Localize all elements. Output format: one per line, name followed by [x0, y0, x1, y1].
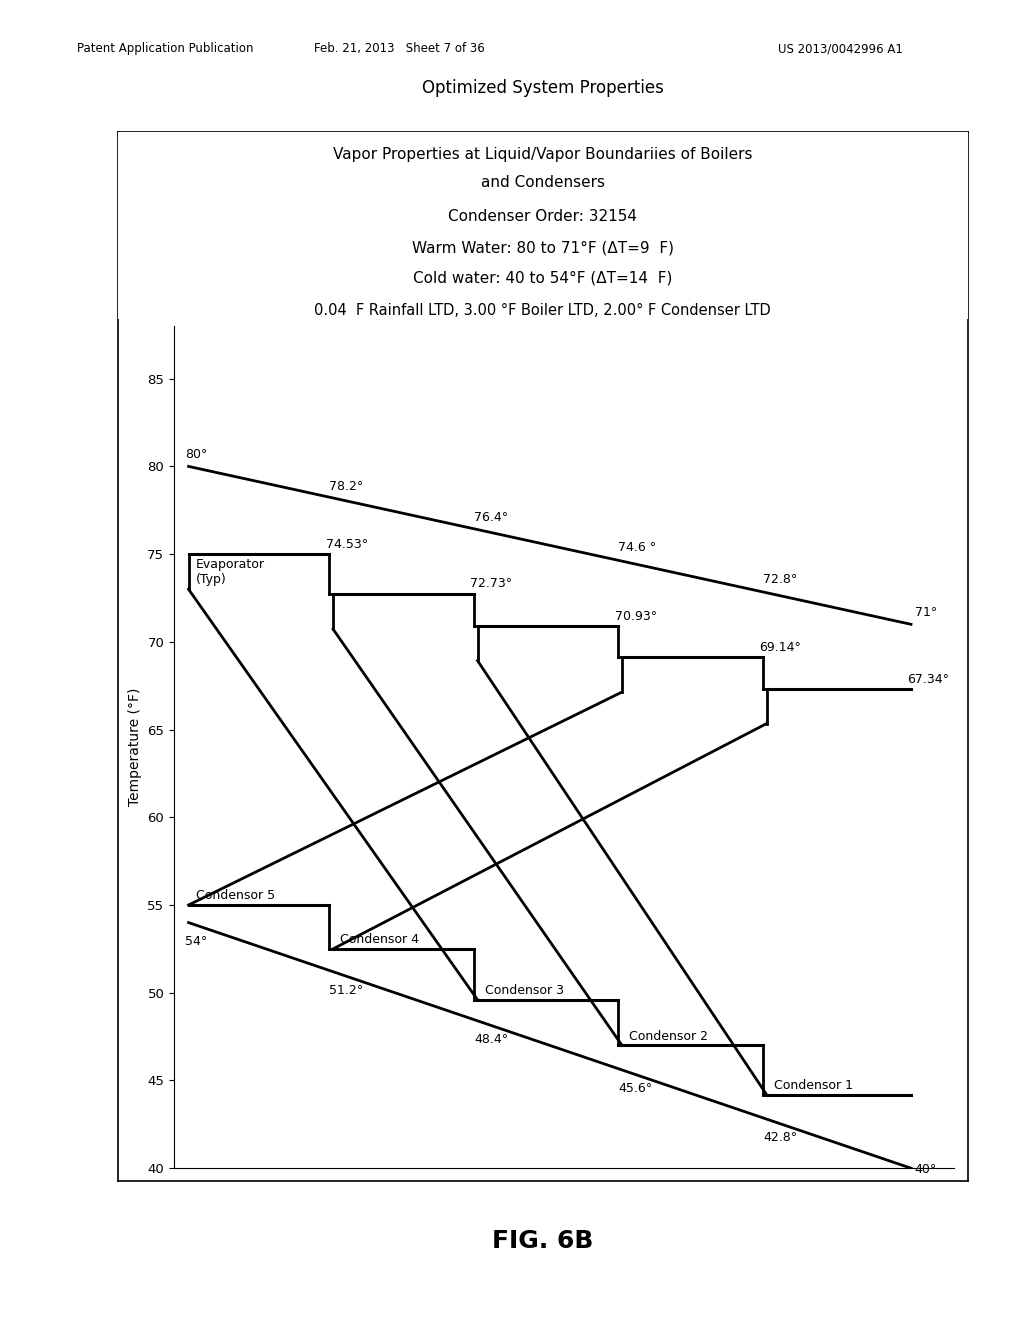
Text: US 2013/0042996 A1: US 2013/0042996 A1 — [778, 42, 903, 55]
Text: 45.6°: 45.6° — [618, 1082, 652, 1096]
Text: Feb. 21, 2013   Sheet 7 of 36: Feb. 21, 2013 Sheet 7 of 36 — [314, 42, 484, 55]
Text: 69.14°: 69.14° — [759, 642, 801, 655]
Text: 72.73°: 72.73° — [470, 577, 512, 590]
Text: 76.4°: 76.4° — [474, 511, 508, 524]
Text: 78.2°: 78.2° — [330, 479, 364, 492]
Text: 72.8°: 72.8° — [763, 573, 797, 586]
Y-axis label: Temperature (°F): Temperature (°F) — [128, 688, 141, 807]
Text: 70.93°: 70.93° — [614, 610, 657, 623]
Text: 80°: 80° — [185, 447, 207, 461]
Text: Cold water: 40 to 54°F (ΔT=14  F): Cold water: 40 to 54°F (ΔT=14 F) — [413, 271, 673, 285]
Text: 67.34°: 67.34° — [907, 673, 949, 685]
Text: Condenser Order: 32154: Condenser Order: 32154 — [449, 209, 637, 224]
Text: and Condensers: and Condensers — [480, 176, 605, 190]
Text: 54°: 54° — [185, 935, 207, 948]
Text: 42.8°: 42.8° — [763, 1131, 797, 1144]
Text: 71°: 71° — [914, 606, 937, 619]
Text: 40°: 40° — [914, 1163, 937, 1176]
Text: Condensor 4: Condensor 4 — [340, 933, 419, 946]
Text: Condensor 3: Condensor 3 — [484, 985, 564, 997]
Text: FIG. 6B: FIG. 6B — [493, 1229, 593, 1253]
Text: 48.4°: 48.4° — [474, 1034, 508, 1047]
Text: Condensor 1: Condensor 1 — [774, 1078, 853, 1092]
Text: Warm Water: 80 to 71°F (ΔT=9  F): Warm Water: 80 to 71°F (ΔT=9 F) — [412, 240, 674, 256]
Text: 51.2°: 51.2° — [330, 983, 364, 997]
Text: 74.6 °: 74.6 ° — [618, 541, 656, 554]
Text: Vapor Properties at Liquid/Vapor Boundariies of Boilers: Vapor Properties at Liquid/Vapor Boundar… — [333, 147, 753, 162]
Text: Condensor 2: Condensor 2 — [629, 1030, 709, 1043]
Text: 74.53°: 74.53° — [326, 537, 368, 550]
Text: Optimized System Properties: Optimized System Properties — [422, 79, 664, 98]
Text: 0.04  F Rainfall LTD, 3.00 °F Boiler LTD, 2.00° F Condenser LTD: 0.04 F Rainfall LTD, 3.00 °F Boiler LTD,… — [314, 302, 771, 318]
Text: Condensor 5: Condensor 5 — [196, 890, 274, 903]
Text: Evaporator
(Typ): Evaporator (Typ) — [196, 557, 265, 586]
Text: Patent Application Publication: Patent Application Publication — [77, 42, 253, 55]
